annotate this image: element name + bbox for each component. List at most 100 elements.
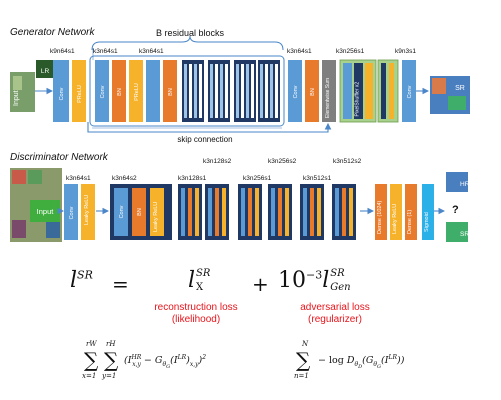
res-conv2-block (146, 60, 160, 122)
residual-blocks-container (89, 55, 285, 127)
disc-block1-leaky-label: Leaky ReLU (153, 202, 159, 232)
residual-layer-stripe (270, 64, 273, 118)
disc-block1-bn-label: BN (137, 208, 143, 216)
res-bn2-label: BN (168, 88, 174, 96)
disc-kernel-label: k3n64s1 (66, 175, 91, 182)
residual-layer-stripe (215, 64, 218, 118)
skip-connection-label: skip connection (177, 135, 232, 144)
res-bn2-block (163, 60, 177, 122)
residual-layer-stripe (184, 64, 187, 118)
residual-blocks-label: B residual blocks (156, 28, 225, 38)
loss-lhs: lSR (70, 268, 93, 293)
disc-layer-stripe (278, 188, 282, 236)
sr-label: SR (460, 231, 469, 238)
disc-input-box (30, 200, 60, 222)
disc-leaky-relu-block (81, 184, 95, 240)
gen-prelu-block (72, 60, 86, 122)
repeated-discriminator-blocks (178, 184, 356, 240)
residual-layer-stripe (189, 64, 192, 118)
residual-layer-stripe (236, 64, 239, 118)
discriminator-title: Discriminator Network (10, 152, 109, 163)
hr-label: HR (460, 181, 470, 188)
repeated-residual-blocks (182, 60, 280, 122)
gen-kernel-label: k9n3s1 (395, 48, 416, 55)
disc-layer-stripe (181, 188, 185, 236)
disc-leaky-relu-2-label: Leaky ReLU (392, 204, 398, 234)
lr-thumbnail (36, 60, 54, 78)
residual-layer-stripe (251, 64, 254, 118)
residual-layer-stripe (260, 64, 263, 118)
sigmoid-block (422, 184, 434, 240)
disc-kernel-label: k3n64s2 (112, 175, 137, 182)
disc-layer-stripe (188, 188, 192, 236)
gen-kernel-label: k9n64s1 (50, 48, 75, 55)
disc-kernel-label: k3n512s1 (303, 175, 332, 182)
gen-kernel-label: k3n64s1 (93, 48, 118, 55)
disc-layer-stripe (303, 188, 307, 236)
loss-equals: = (112, 272, 129, 296)
residual-block (234, 60, 256, 122)
question-mark: ? (452, 204, 459, 216)
disc-kernel-label: k3n512s2 (333, 158, 362, 165)
gen-prelu-label: PReLU (77, 85, 83, 103)
disc-conv-label: Conv (69, 206, 75, 219)
residual-layer-stripe (275, 64, 278, 118)
residual-layer-stripe (246, 64, 249, 118)
gen-bn-label: BN (310, 88, 316, 96)
upsample-conv-1 (343, 63, 352, 119)
gen-kernel-label: k3n64s1 (139, 48, 164, 55)
gen-conv2-block (288, 60, 302, 122)
disc-layer-stripe (349, 188, 353, 236)
adversarial-loss-formula: N ∑ n=1 − log DθD(GθG(ILR)) (294, 340, 405, 380)
gen-kernel-label: k3n256s1 (336, 48, 365, 55)
residual-block (182, 60, 204, 122)
residual-layer-stripe (220, 64, 223, 118)
res-prelu-block (129, 60, 143, 122)
disc-block1-conv (114, 188, 128, 236)
dense-1024-block (375, 184, 387, 240)
sigmoid-label: Sigmoid (424, 212, 430, 232)
dense-1-block (405, 184, 417, 240)
disc-layer-stripe (342, 188, 346, 236)
upsample-prelu-2 (389, 63, 394, 119)
residual-layer-stripe (194, 64, 197, 118)
residual-block (258, 60, 280, 122)
residual-layer-stripe (199, 64, 202, 118)
disc-leaky-relu-label: Leaky ReLU (84, 195, 90, 225)
residual-layer-stripe (265, 64, 268, 118)
disc-layer-stripe (241, 188, 245, 236)
disc-layer-stripe (310, 188, 314, 236)
gen-input-label: Input (13, 90, 20, 106)
gen-conv-label: Conv (59, 87, 65, 100)
upsample-prelu-1 (365, 63, 373, 119)
adversarial-loss-caption: adversarial loss (regularizer) (300, 302, 370, 325)
dense-1024-label: Dense (1024) (377, 201, 383, 234)
elementwise-sum-label: Elementwise Sum (325, 78, 331, 118)
upsample-conv-2 (381, 63, 386, 119)
sr-thumb-label: SR (455, 85, 465, 92)
disc-conv-block (64, 184, 78, 240)
hr-output-image (446, 172, 468, 192)
res-prelu-label: PReLU (134, 83, 140, 101)
disc-input-label: Input (37, 207, 55, 216)
disc-block1-conv-label: Conv (119, 205, 125, 218)
disc-layer-stripe (317, 188, 321, 236)
disc-layer-stripe (255, 188, 259, 236)
gen-kernel-label: k3n64s1 (287, 48, 312, 55)
gen-final-conv-label: Conv (407, 85, 413, 98)
disc-kernel-label: k3n256s2 (268, 158, 297, 165)
disc-layer-stripe (222, 188, 226, 236)
gen-conv-block (53, 60, 69, 122)
res-conv-block (95, 60, 109, 122)
sr-output-image (446, 222, 468, 242)
disc-layer-stripe (208, 188, 212, 236)
lr-thumb-label: LR (41, 68, 50, 75)
disc-kernel-label: k3n128s1 (178, 175, 207, 182)
res-conv-label: Conv (100, 85, 106, 98)
loss-plus: + (252, 272, 269, 296)
disc-leaky-relu-2 (390, 184, 402, 240)
disc-layer-stripe (248, 188, 252, 236)
residual-brace (91, 35, 284, 51)
network-architecture-diagram: Generator Network B residual blocks k9n6… (10, 27, 470, 242)
res-bn-label: BN (117, 88, 123, 96)
